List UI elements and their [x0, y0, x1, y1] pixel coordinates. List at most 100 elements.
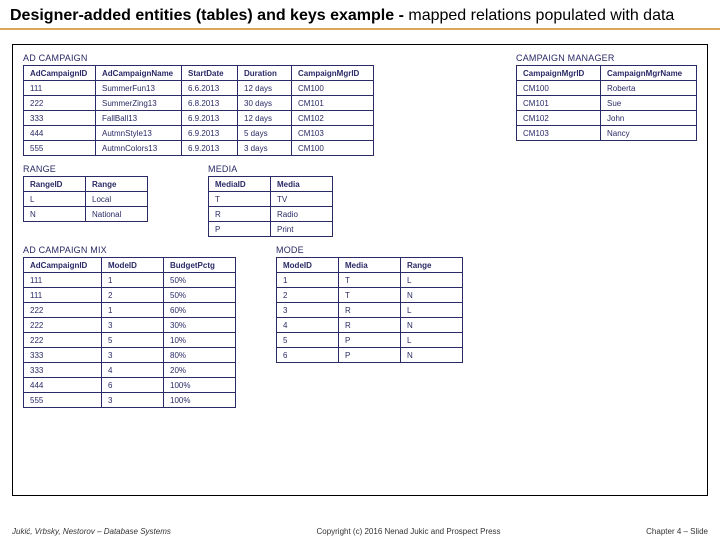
- table-cell: AutmnStyle13: [96, 126, 182, 141]
- table-cell: P: [209, 222, 271, 237]
- table-cell: 50%: [164, 288, 236, 303]
- table-cell: 12 days: [238, 111, 292, 126]
- table-cell: 80%: [164, 348, 236, 363]
- title-rest: mapped relations populated with data: [408, 7, 674, 24]
- table-row: 4RN: [277, 318, 463, 333]
- column-header: AdCampaignID: [24, 258, 102, 273]
- column-header: ModeID: [277, 258, 339, 273]
- table-ad-campaign: AD CAMPAIGN AdCampaignIDAdCampaignNameSt…: [23, 53, 374, 156]
- table-cell: R: [339, 318, 401, 333]
- table-row: 333FallBall136.9.201312 daysCM102: [24, 111, 374, 126]
- table-cell: 333: [24, 348, 102, 363]
- table-cell: CM102: [517, 111, 601, 126]
- table-cell: 6: [102, 378, 164, 393]
- table-cell: L: [401, 273, 463, 288]
- slide-title: Designer-added entities (tables) and key…: [0, 0, 720, 30]
- table-cell: N: [401, 348, 463, 363]
- table-cell: N: [401, 288, 463, 303]
- table-row: 444AutmnStyle136.9.20135 daysCM103: [24, 126, 374, 141]
- column-header: ModeID: [102, 258, 164, 273]
- table-ad-campaign-mix: AD CAMPAIGN MIX AdCampaignIDModeIDBudget…: [23, 245, 236, 408]
- table-cell: CM100: [517, 81, 601, 96]
- table-range: RANGE RangeIDRangeLLocalNNational: [23, 164, 148, 237]
- column-header: StartDate: [182, 66, 238, 81]
- table-cell: 6: [277, 348, 339, 363]
- table: MediaIDMediaTTVRRadioPPrint: [208, 176, 333, 237]
- row-2: RANGE RangeIDRangeLLocalNNational MEDIA …: [23, 164, 697, 237]
- table-label: CAMPAIGN MANAGER: [516, 53, 697, 63]
- column-header: MediaID: [209, 177, 271, 192]
- table-cell: 555: [24, 393, 102, 408]
- column-header: Range: [401, 258, 463, 273]
- table-row: RRadio: [209, 207, 333, 222]
- table-row: CM100Roberta: [517, 81, 697, 96]
- table-cell: 222: [24, 333, 102, 348]
- table-cell: CM102: [292, 111, 374, 126]
- table-cell: T: [339, 273, 401, 288]
- column-header: AdCampaignID: [24, 66, 96, 81]
- table-cell: L: [401, 303, 463, 318]
- column-header: CampaignMgrName: [601, 66, 697, 81]
- table-cell: R: [209, 207, 271, 222]
- table-cell: 5: [277, 333, 339, 348]
- table-cell: CM100: [292, 81, 374, 96]
- table-cell: 444: [24, 378, 102, 393]
- row-1: AD CAMPAIGN AdCampaignIDAdCampaignNameSt…: [23, 53, 697, 156]
- table: RangeIDRangeLLocalNNational: [23, 176, 148, 222]
- table-cell: CM101: [292, 96, 374, 111]
- column-header: AdCampaignName: [96, 66, 182, 81]
- table-cell: 3: [102, 393, 164, 408]
- table-row: 5PL: [277, 333, 463, 348]
- table-cell: 100%: [164, 378, 236, 393]
- title-bold: Designer-added entities (tables) and key…: [10, 7, 408, 24]
- table-row: LLocal: [24, 192, 148, 207]
- table-label: AD CAMPAIGN: [23, 53, 374, 63]
- table-cell: 111: [24, 288, 102, 303]
- table-cell: 60%: [164, 303, 236, 318]
- table-row: 3RL: [277, 303, 463, 318]
- table-cell: 5: [102, 333, 164, 348]
- table-row: NNational: [24, 207, 148, 222]
- table-cell: P: [339, 333, 401, 348]
- table-cell: 4: [277, 318, 339, 333]
- footer-left: Jukić, Vrbsky, Nestorov – Database Syste…: [12, 527, 171, 536]
- table-cell: 5 days: [238, 126, 292, 141]
- table-cell: Nancy: [601, 126, 697, 141]
- table-cell: 3: [102, 348, 164, 363]
- table-cell: 4: [102, 363, 164, 378]
- table-label: MEDIA: [208, 164, 333, 174]
- table-cell: 333: [24, 111, 96, 126]
- table-cell: 10%: [164, 333, 236, 348]
- table-cell: CM101: [517, 96, 601, 111]
- table-cell: Print: [271, 222, 333, 237]
- table-row: 333420%: [24, 363, 236, 378]
- footer-center: Copyright (c) 2016 Nenad Jukic and Prosp…: [316, 527, 500, 536]
- table-cell: 6.9.2013: [182, 141, 238, 156]
- table-cell: 6.8.2013: [182, 96, 238, 111]
- table-cell: L: [24, 192, 86, 207]
- table-row: 222160%: [24, 303, 236, 318]
- table-cell: Local: [86, 192, 148, 207]
- table-cell: 1: [277, 273, 339, 288]
- table-cell: 6.9.2013: [182, 126, 238, 141]
- table-cell: 6.9.2013: [182, 111, 238, 126]
- table-row: 1TL: [277, 273, 463, 288]
- table-cell: AutmnColors13: [96, 141, 182, 156]
- table-row: 111250%: [24, 288, 236, 303]
- table-cell: 2: [102, 288, 164, 303]
- table-cell: 2: [277, 288, 339, 303]
- table-cell: 222: [24, 303, 102, 318]
- table-cell: N: [401, 318, 463, 333]
- table-row: 6PN: [277, 348, 463, 363]
- column-header: CampaignMgrID: [517, 66, 601, 81]
- table-cell: T: [339, 288, 401, 303]
- table-cell: T: [209, 192, 271, 207]
- table-cell: 3: [277, 303, 339, 318]
- table-cell: 30 days: [238, 96, 292, 111]
- table-media: MEDIA MediaIDMediaTTVRRadioPPrint: [208, 164, 333, 237]
- table-row: 5553100%: [24, 393, 236, 408]
- table-cell: CM103: [292, 126, 374, 141]
- column-header: RangeID: [24, 177, 86, 192]
- table-cell: 50%: [164, 273, 236, 288]
- table-mode: MODE ModeIDMediaRange1TL2TN3RL4RN5PL6PN: [276, 245, 463, 408]
